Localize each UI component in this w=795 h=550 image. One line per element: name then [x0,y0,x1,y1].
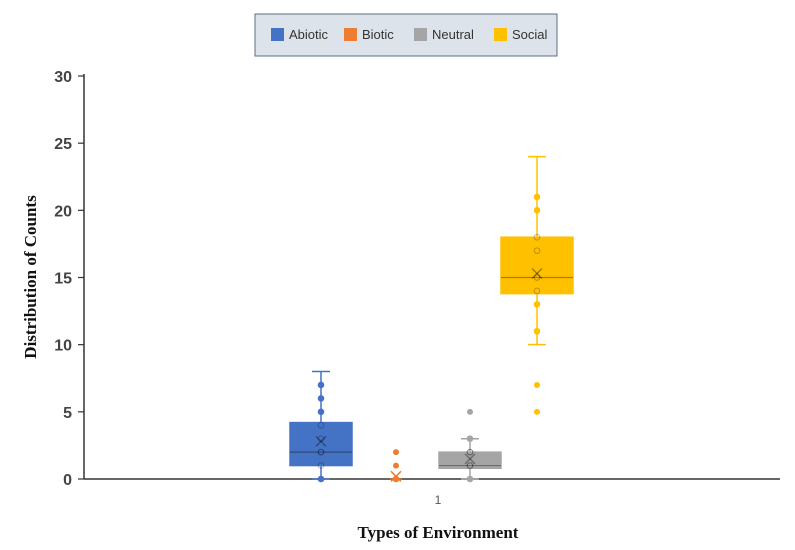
y-tick-label: 30 [54,69,72,86]
x-category-label: 1 [435,493,442,507]
data-point-abiotic [317,448,325,456]
y-tick-label: 15 [54,271,72,288]
outlier-point-biotic [393,449,399,456]
outlier-point-neutral [467,408,473,415]
box-iqr-social [500,236,574,295]
plot-area [289,155,574,483]
outlier-point-social [534,381,540,388]
x-axis: 1 [84,478,780,507]
y-tick-label: 25 [54,136,72,153]
y-tick-label: 5 [63,405,72,422]
data-point-abiotic [317,435,325,443]
y-axis: 0 5 10 15 20 25 30 [54,69,85,489]
data-point-abiotic [317,462,325,469]
box-series-abiotic [289,370,353,483]
data-point-social [533,301,541,308]
y-tick-label: 0 [63,472,72,489]
data-point-social [533,207,541,214]
y-axis-title: Distribution of Counts [21,195,40,359]
legend-label-biotic: Biotic [362,27,394,42]
data-point-neutral [466,462,474,469]
mean-marker-abiotic [315,435,327,447]
data-point-neutral [466,475,474,483]
mean-marker-biotic [390,470,402,482]
data-point-social [533,193,541,201]
legend-swatch-biotic [344,28,357,41]
data-point-social [533,247,541,254]
box-series-neutral [438,408,502,483]
data-point-social [533,274,541,281]
data-point-social [533,327,541,335]
y-tick-label: 10 [54,338,72,355]
legend-label-abiotic: Abiotic [289,27,329,42]
x-axis-title: Types of Environment [358,523,519,542]
legend-swatch-neutral [414,28,427,41]
data-point-neutral [466,435,474,443]
data-point-abiotic [317,448,325,456]
box-series-biotic [390,449,402,483]
data-point-neutral [466,448,474,456]
legend-swatch-social [494,28,507,41]
legend-label-social: Social [512,27,548,42]
mean-marker-social [531,267,543,280]
data-point-neutral [466,448,474,456]
data-point-abiotic [317,421,325,429]
y-tick-label: 20 [54,203,72,220]
legend: Abiotic Biotic Neutral Social [254,13,558,57]
box-iqr-abiotic [289,421,353,467]
data-point-abiotic [317,395,325,402]
data-point-abiotic [317,408,325,416]
data-point-social [533,233,541,241]
box-series-social [500,155,574,415]
data-point-abiotic [317,381,325,389]
mean-marker-neutral [464,453,476,465]
outlier-point-social [534,408,540,415]
data-point-neutral [466,462,474,469]
box-iqr-neutral [438,451,502,470]
data-point-social [533,287,541,295]
data-point-abiotic [317,475,325,483]
legend-label-neutral: Neutral [432,27,474,42]
legend-swatch-abiotic [271,28,284,41]
outlier-point-biotic [393,462,399,469]
